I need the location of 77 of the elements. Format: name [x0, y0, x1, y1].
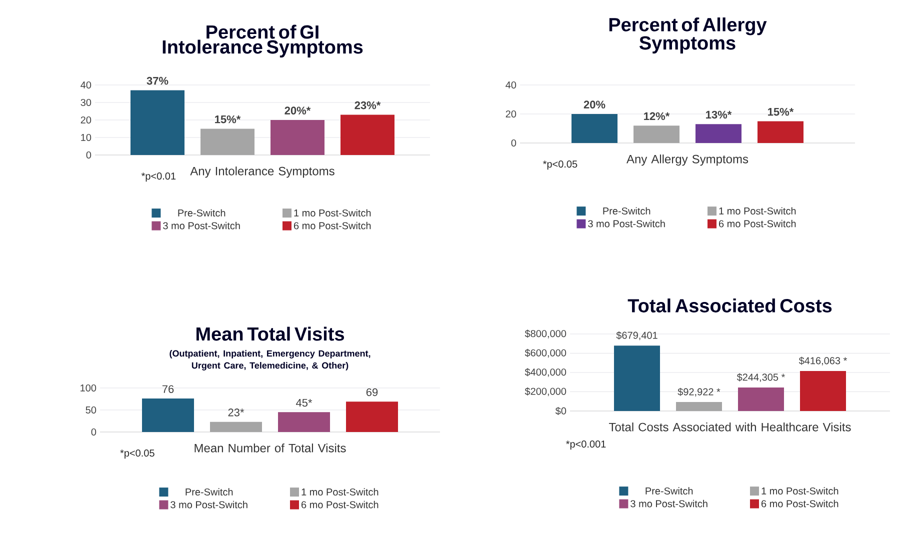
data-label: 13%*	[706, 110, 732, 119]
chart-title: Mean Total Visits	[196, 326, 344, 341]
bar	[210, 422, 262, 432]
legend-label: 6 mo Post-Switch	[294, 222, 371, 230]
x-tick-label: Any Allergy Symptoms	[626, 154, 748, 166]
bar	[572, 114, 618, 143]
data-label: 15%*	[215, 115, 241, 124]
data-label: $92,922 *	[678, 388, 720, 397]
y-tick-label: 10	[81, 134, 92, 142]
bar	[614, 346, 660, 411]
data-label: $416,063 *	[798, 356, 848, 366]
data-label: 12%*	[644, 112, 670, 120]
y-tick-label: $800,000	[524, 330, 566, 338]
y-tick-label: $200,000	[524, 387, 566, 396]
y-tick-label: 40	[80, 81, 92, 89]
y-tick-label: 100	[80, 384, 96, 392]
legend-label: 3 mo Post-Switch	[630, 500, 708, 508]
bar	[696, 124, 742, 143]
text: *p<0.05	[542, 160, 578, 170]
x-tick-label: Any Intolerance Symptoms	[190, 166, 334, 178]
data-label: 76	[162, 385, 174, 394]
bar	[738, 387, 784, 411]
legend-label: 1 mo Post-Switch	[762, 487, 838, 495]
y-tick-label: 50	[86, 406, 96, 414]
y-tick-label: 20	[80, 116, 92, 124]
legend-label: 6 mo Post-Switch	[761, 500, 838, 508]
x-tick-label: Total Costs Associated with Healthcare Visits	[608, 422, 851, 432]
bar	[200, 128, 255, 155]
bar	[278, 412, 330, 432]
data-label: 37%	[146, 76, 168, 85]
y-tick-label: 40	[506, 81, 516, 89]
legend-label: 3 mo Post-Switch	[588, 220, 665, 228]
legend-label: 6 mo Post-Switch	[302, 500, 378, 508]
x-tick-label: Mean Number of Total Visits	[194, 444, 346, 452]
chart-title: Percent of GI Intolerance Symptoms	[162, 24, 363, 58]
bar	[634, 126, 680, 143]
y-tick-label: $0	[555, 406, 566, 416]
bar	[130, 90, 184, 155]
bar	[270, 120, 325, 155]
legend-label: 1 mo Post-Switch	[719, 207, 796, 215]
y-tick-label: $600,000	[524, 348, 566, 358]
text: *p<0.001	[566, 440, 606, 450]
y-tick-label: 0	[86, 151, 92, 159]
legend-label: 3 mo Post-Switch	[163, 222, 240, 230]
legend-label: 6 mo Post-Switch	[719, 220, 796, 228]
data-label: 15%*	[768, 108, 794, 116]
data-label: $244,305 *	[736, 373, 786, 382]
legend-label: 1 mo Post-Switch	[294, 209, 371, 217]
bar	[340, 114, 394, 155]
chart-title: Total Associated Costs	[628, 298, 832, 312]
legend-label: 1 mo Post-Switch	[302, 488, 378, 496]
y-tick-label: $400,000	[524, 368, 566, 377]
y-tick-label: 0	[91, 428, 96, 436]
bar	[800, 370, 846, 411]
legend-label: Pre-Switch	[603, 207, 650, 215]
y-tick-label: 0	[511, 139, 516, 147]
bar	[142, 398, 194, 432]
bar	[676, 402, 722, 411]
y-tick-label: 30	[80, 98, 92, 106]
chart-subtitle: (Outpatient, Inpatient, Emergency Department, Urgent Care, Telemedicine, & Other)	[170, 350, 370, 370]
legend-label: Pre-Switch	[186, 488, 233, 496]
data-label: 45*	[296, 398, 312, 407]
y-tick-label: 20	[506, 110, 516, 118]
chart-title: Percent of Allergy Symptoms	[609, 17, 767, 54]
text: *p<0.05	[120, 450, 154, 459]
data-label: 69	[366, 388, 378, 396]
bar	[758, 121, 804, 143]
data-label: 23%*	[354, 101, 381, 110]
bar	[346, 402, 398, 432]
data-label: 20%*	[284, 106, 311, 114]
legend-label: 3 mo Post-Switch	[170, 500, 248, 508]
legend-label: Pre-Switch	[178, 209, 226, 217]
text: *p<0.01	[141, 172, 176, 182]
legend-label: Pre-Switch	[646, 487, 693, 495]
data-label: 23*	[228, 408, 244, 416]
data-label: 20%	[584, 100, 606, 108]
data-label: $679,401	[616, 331, 658, 340]
